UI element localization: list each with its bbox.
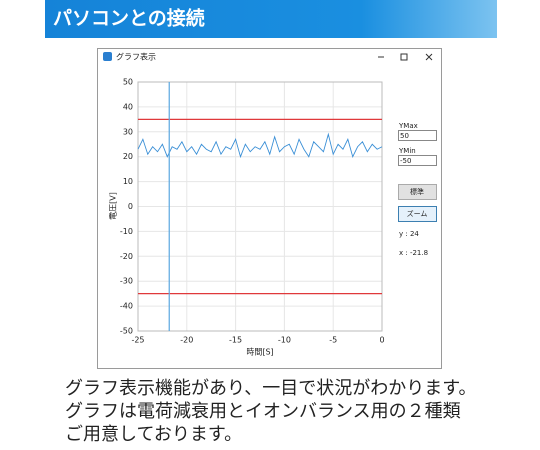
y-readout-value: 24 bbox=[410, 230, 419, 238]
y-axis-label: 電圧[V] bbox=[109, 192, 118, 220]
zoom-button-label: ズーム bbox=[407, 209, 428, 218]
y-tick-label: -10 bbox=[120, 227, 133, 236]
x-tick-label: -5 bbox=[329, 336, 337, 345]
standard-button[interactable] bbox=[398, 184, 437, 200]
x-tick-label: -15 bbox=[229, 336, 242, 345]
window bbox=[97, 48, 442, 369]
y-readout-label: y : bbox=[399, 230, 410, 238]
y-tick-label: 30 bbox=[123, 127, 133, 136]
data-line bbox=[137, 132, 383, 159]
y-tick-label: -20 bbox=[120, 252, 133, 261]
y-tick-label: 20 bbox=[123, 152, 133, 161]
y-readout: y : 24 bbox=[399, 230, 419, 238]
caption-line: ご用意しております。 bbox=[65, 424, 242, 445]
caption-line: グラフ表示機能があり、一目で状況がわかります。 bbox=[65, 378, 476, 399]
ymin-label: YMin bbox=[398, 147, 416, 155]
window-title: グラフ表示 bbox=[116, 52, 156, 62]
ymax-value: 50 bbox=[400, 132, 409, 140]
y-tick-label: 50 bbox=[123, 78, 133, 87]
x-readout: x : -21.8 bbox=[399, 249, 428, 257]
y-tick-label: 0 bbox=[128, 202, 133, 211]
header-title: パソコンとの接続 bbox=[53, 7, 205, 30]
x-readout-value: -21.8 bbox=[410, 249, 428, 257]
y-tick-label: -50 bbox=[120, 327, 133, 336]
ymax-label: YMax bbox=[398, 122, 418, 130]
x-tick-label: -10 bbox=[278, 336, 291, 345]
ymax-input[interactable] bbox=[398, 130, 437, 141]
caption-line: グラフは電荷減衰用とイオンバランス用の２種類 bbox=[65, 401, 461, 422]
close-button[interactable] bbox=[425, 53, 433, 61]
maximize-button[interactable] bbox=[400, 53, 408, 61]
x-readout-label: x : bbox=[399, 249, 410, 257]
x-tick-label: -25 bbox=[131, 336, 144, 345]
x-tick-label: -20 bbox=[180, 336, 193, 345]
standard-button-label: 標準 bbox=[410, 187, 424, 196]
y-tick-label: 40 bbox=[123, 102, 133, 111]
plot-frame bbox=[137, 81, 383, 332]
x-axis-label: 時間[S] bbox=[246, 348, 273, 357]
x-tick-label: 0 bbox=[379, 336, 384, 345]
ymin-value: -50 bbox=[400, 157, 411, 165]
y-tick-label: -30 bbox=[120, 277, 133, 286]
header-banner bbox=[45, 0, 497, 38]
zoom-button[interactable] bbox=[398, 206, 437, 222]
ymin-input[interactable] bbox=[398, 155, 437, 166]
y-tick-label: 10 bbox=[123, 177, 133, 186]
window-icon bbox=[103, 52, 112, 61]
y-tick-label: -40 bbox=[120, 302, 133, 311]
